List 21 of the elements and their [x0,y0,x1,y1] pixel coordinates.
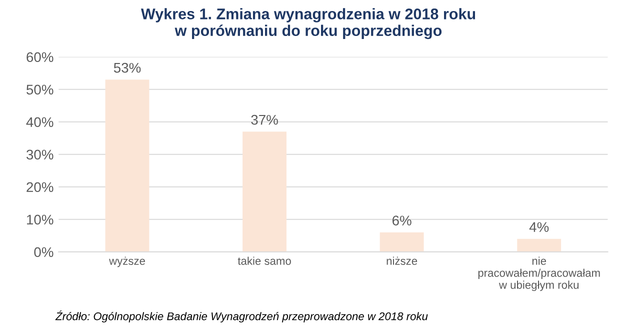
y-tick-label: 10% [27,214,54,225]
bar [380,232,424,252]
y-tick-label: 40% [26,117,54,128]
y-tick-label: 0% [34,247,54,258]
data-label: 53% [114,62,141,73]
bar [105,80,150,252]
data-label: 37% [251,114,278,125]
bar [517,238,562,252]
x-tick-label: niższe [386,256,418,265]
y-tick-label: 30% [26,150,54,160]
y-tick-label: 20% [26,182,54,192]
x-tick-label: wyższe [109,256,145,268]
y-tick-label: 50% [26,84,54,95]
y-tick-label: 60% [26,52,54,62]
data-label: 6% [392,216,412,226]
x-tick-label: takie samo [238,256,291,265]
text: Źródło: Ogólnopolskie Badanie Wynagrodzeń przeprowadzone w 2018 roku [55,310,428,322]
x-tick-label: nie pracowałem/pracowałam w ubiegłym roku [478,256,600,292]
bar [242,132,287,252]
data-label: 4% [529,222,549,232]
chart-title: Wykres 1. Zmiana wynagrodzenia w 2018 roku w porównaniu do roku poprzedniego [140,8,476,40]
